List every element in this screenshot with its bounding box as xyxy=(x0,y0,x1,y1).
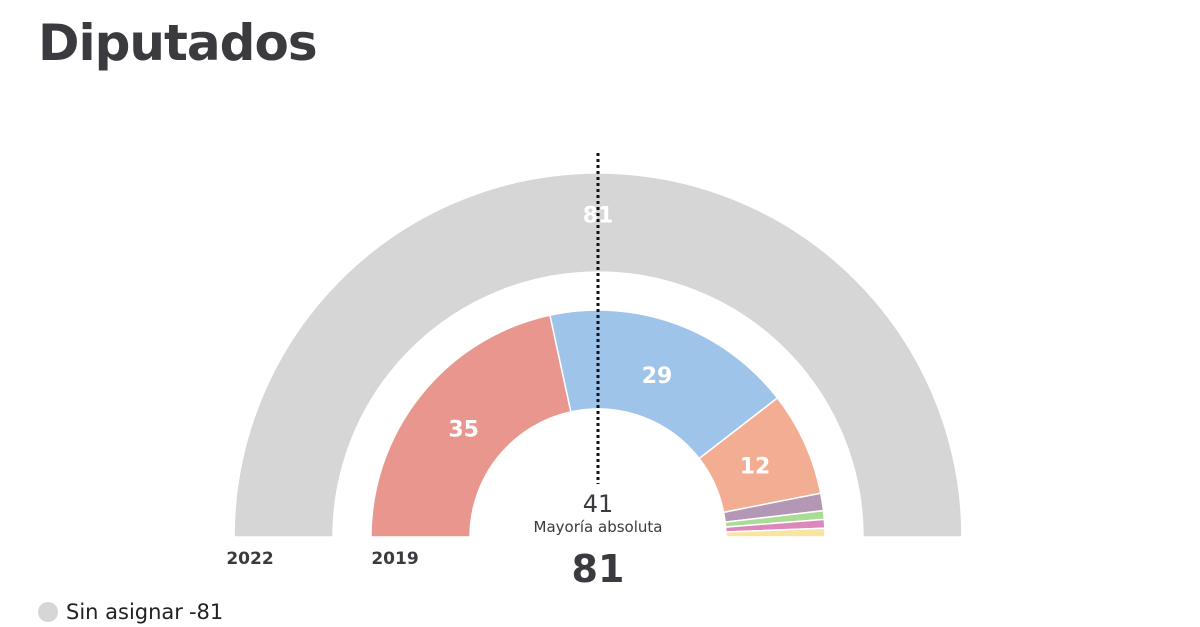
seat-segment-2019-7 xyxy=(725,527,826,538)
total-seats-value: 81 xyxy=(572,547,625,591)
segment-label-2022-1: 81 xyxy=(583,204,614,229)
ring-label-2019: 2019 xyxy=(371,549,418,569)
segment-label-2019-2: 29 xyxy=(642,364,673,389)
page-title: Diputados xyxy=(38,14,318,72)
ring-label-2022: 2022 xyxy=(226,549,273,569)
legend: Sin asignar -81 xyxy=(38,600,223,624)
majority-label: Mayoría absoluta xyxy=(534,518,663,536)
seat-segment-2022-1 xyxy=(233,172,963,538)
legend-label-sin-asignar: Sin asignar xyxy=(66,600,183,624)
legend-value-sin-asignar: -81 xyxy=(188,600,224,624)
segment-label-2019-3: 12 xyxy=(740,455,771,480)
majority-value: 41 xyxy=(583,490,614,518)
legend-swatch-sin-asignar xyxy=(38,602,58,622)
seat-segment-2019-2 xyxy=(549,309,779,460)
segment-label-2019-1: 35 xyxy=(448,418,479,443)
seat-segment-2019-1 xyxy=(370,314,572,538)
